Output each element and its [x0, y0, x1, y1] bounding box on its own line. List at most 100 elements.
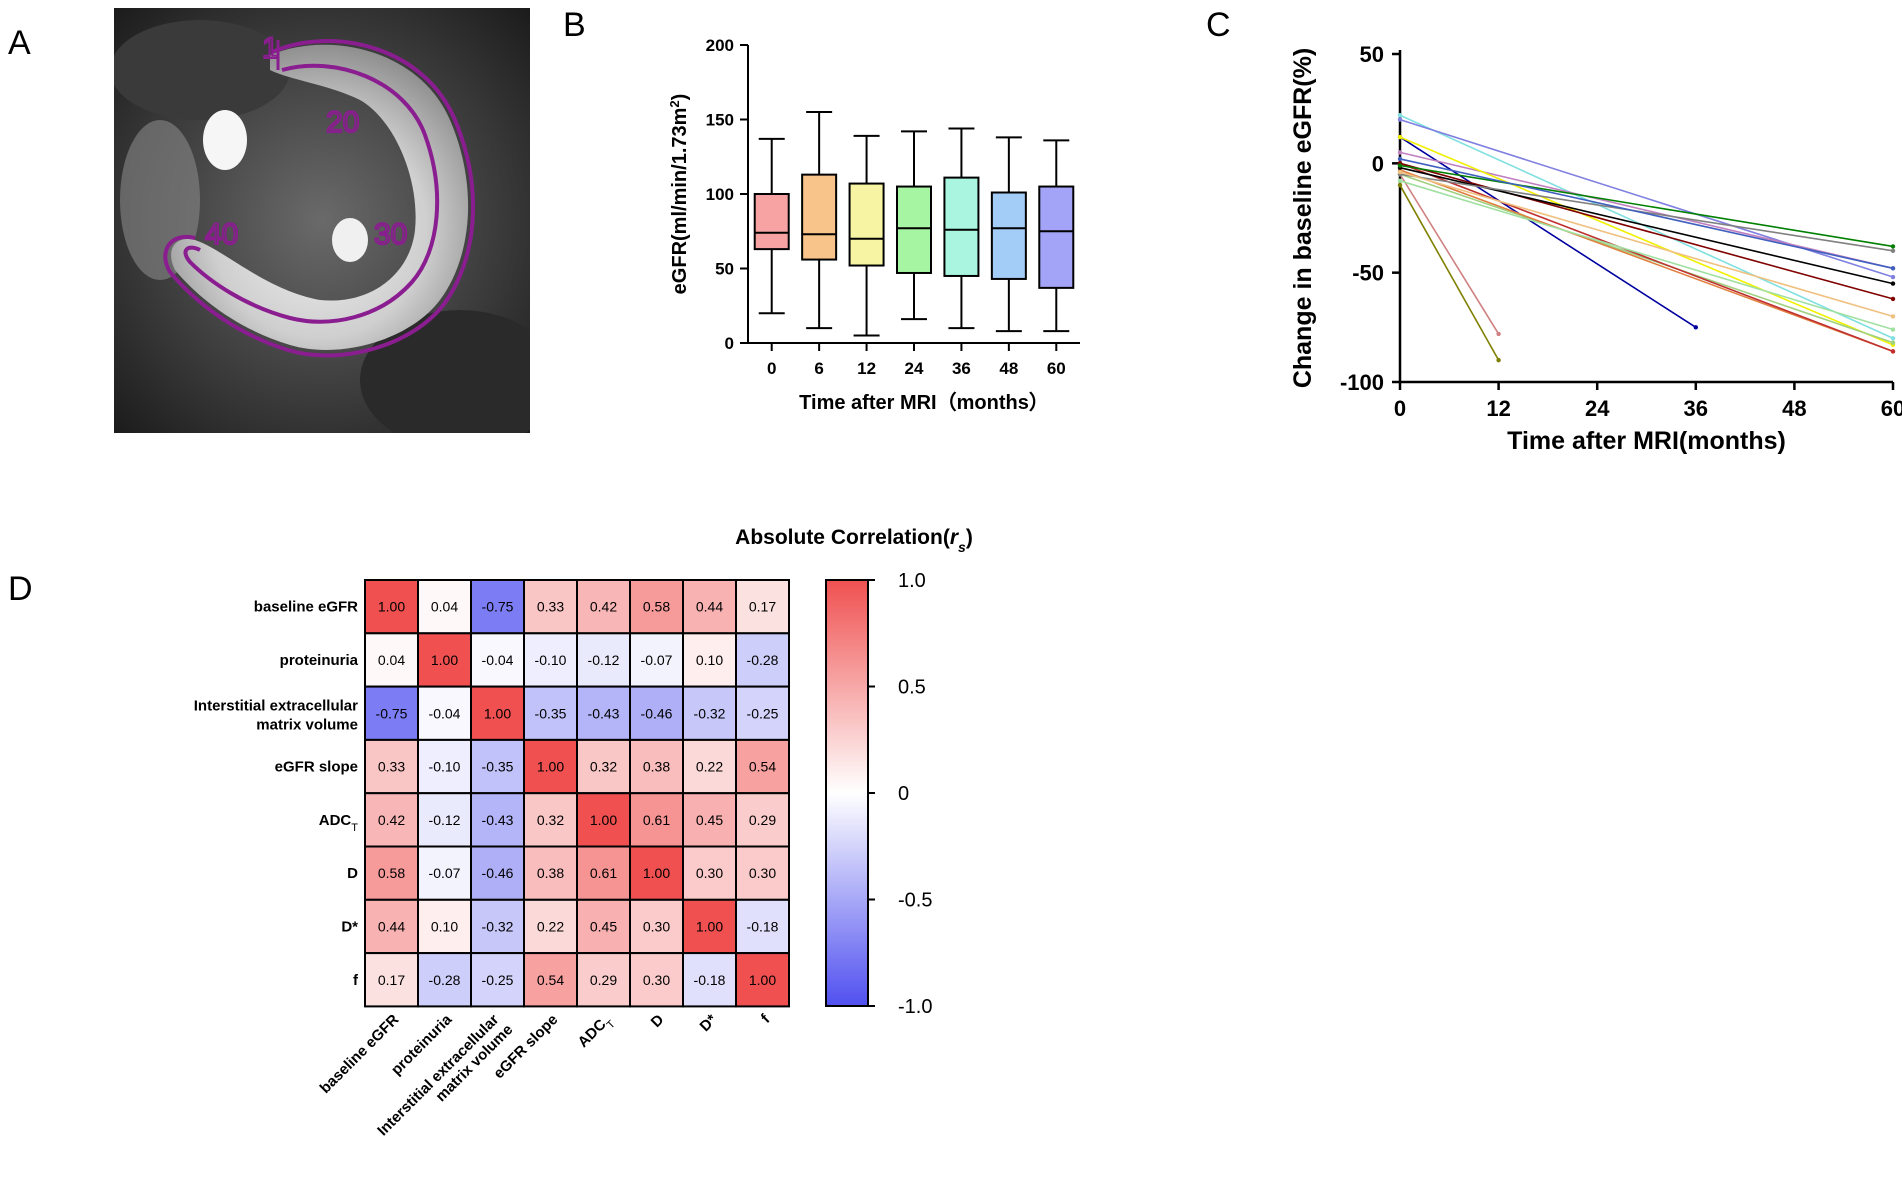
series-point [1890, 274, 1896, 280]
heatmap-cell [629, 792, 684, 848]
series-line [1399, 164, 1894, 248]
series-point [1890, 349, 1896, 354]
x-tick-label: 24 [905, 359, 924, 378]
y-axis-title: eGFR(ml/min/1.73m2) [667, 94, 692, 295]
series-point [1496, 357, 1501, 363]
cell-value: 0.22 [537, 918, 564, 934]
box-iqr [896, 185, 932, 274]
series-point [1397, 134, 1403, 140]
cell-value: -0.07 [641, 652, 673, 668]
heatmap-cell [576, 579, 631, 635]
y-axis-title: Change in baseline eGFR(%) [1289, 48, 1317, 388]
cell-value: 1.00 [643, 865, 670, 881]
series-line [1399, 162, 1894, 353]
cell-value: -0.04 [429, 705, 461, 721]
heatmap-cell [470, 792, 525, 848]
y-tick-label: 150 [706, 111, 734, 130]
cell-value: -0.35 [482, 759, 514, 775]
colorbar-tick-label: 1.0 [898, 570, 926, 592]
cell-value: -0.46 [641, 705, 673, 721]
series-point [1890, 336, 1896, 341]
cell-value: 0.45 [696, 812, 723, 828]
panel-label-c: C [1206, 6, 1231, 44]
row-label: eGFR slope [275, 759, 358, 776]
cell-value: -0.18 [694, 972, 726, 988]
trajectory-chart: -100 -50 0 50 0 12 24 36 48 60 Time after MRI(mont… [1289, 42, 1902, 455]
series-point [1397, 156, 1403, 162]
cell-value: -0.75 [482, 599, 514, 615]
x-tick-label: 24 [1585, 396, 1610, 421]
series-line [1399, 151, 1894, 270]
series-line [1399, 169, 1894, 353]
cell-value: 0.54 [749, 759, 776, 775]
cell-value: 0.32 [537, 812, 564, 828]
box-iqr [943, 176, 980, 277]
colorbar-tick-label: -1.0 [898, 996, 932, 1018]
heatmap-cell [364, 632, 419, 688]
cell-value: -0.25 [747, 705, 779, 721]
cell-value: 0.17 [749, 599, 776, 615]
cell-value: 0.45 [590, 918, 617, 934]
series-point [1397, 178, 1403, 184]
series-line [1399, 173, 1500, 335]
roi-outer-contour [163, 39, 476, 358]
colorbar-tick-label: 0.5 [898, 677, 926, 699]
box-iqr [753, 193, 790, 251]
cell-value: 1.00 [537, 759, 564, 775]
heatmap-cell [735, 685, 790, 741]
y-tick-label: 100 [706, 185, 734, 204]
cell-value: 0.32 [590, 759, 617, 775]
heatmap-cell [417, 685, 472, 741]
cell-value: 0.54 [537, 972, 564, 988]
row-label: D* [341, 918, 358, 935]
x-axis-title: Time after MRI(months) [1507, 427, 1786, 455]
cell-value: 0.04 [378, 652, 405, 668]
row-label-line2: matrix volume [256, 716, 358, 733]
box-iqr [990, 191, 1027, 280]
heatmap-cell [523, 685, 578, 741]
correlation-heatmap: Absolute Correlation(rs) 1.00 0.04 -0.75 0.3… [194, 526, 973, 1139]
cell-value: 0.29 [590, 972, 617, 988]
cell-value: 0.44 [378, 918, 405, 934]
series-line [1399, 136, 1894, 346]
cell-value: 0.44 [696, 599, 723, 615]
x-axis-title: Time after MRI（months） [799, 391, 1049, 414]
cell-value: 0.38 [643, 759, 670, 775]
heatmap-cell [682, 685, 737, 741]
series-point [1397, 150, 1403, 155]
series-line [1399, 180, 1894, 331]
x-tick-label: 12 [1486, 396, 1510, 421]
cell-value: -0.35 [535, 705, 567, 721]
cell-value: -0.25 [482, 972, 514, 988]
cell-value: -0.32 [694, 705, 726, 721]
cell-value: 0.61 [590, 865, 617, 881]
cell-value: 0.38 [537, 865, 564, 881]
roi-label-20: 20 [326, 106, 359, 139]
cell-value: -0.28 [747, 652, 779, 668]
heatmap-cell [523, 738, 578, 795]
series-point [1890, 248, 1896, 253]
heatmap-cell [417, 579, 472, 635]
y-tick-label: -100 [1340, 370, 1384, 395]
x-tick-label: 48 [1782, 396, 1806, 421]
cell-value: 0.30 [643, 918, 670, 934]
col-label: ADCT [575, 1011, 618, 1054]
x-tick-label: 60 [1047, 359, 1066, 378]
col-label: baseline eGFR [317, 1011, 403, 1097]
heatmap-title: Absolute Correlation(rs) [735, 526, 973, 555]
y-tick-label: 50 [715, 260, 734, 279]
series-point [1397, 117, 1403, 122]
series-point [1890, 244, 1896, 249]
series-point [1397, 169, 1403, 175]
cell-value: -0.43 [482, 812, 514, 828]
cell-value: 0.29 [749, 812, 776, 828]
row-label: ADCT [319, 812, 359, 834]
row-label: f [353, 972, 359, 989]
series-point [1693, 325, 1699, 330]
y-tick-label: 0 [725, 334, 734, 353]
box-iqr [848, 182, 885, 267]
row-label: Interstitial extracellular [194, 697, 358, 714]
cell-value: -0.07 [429, 865, 461, 881]
mri-image: 1 20 30 40 [114, 8, 530, 433]
x-tick-label: 60 [1881, 396, 1902, 421]
